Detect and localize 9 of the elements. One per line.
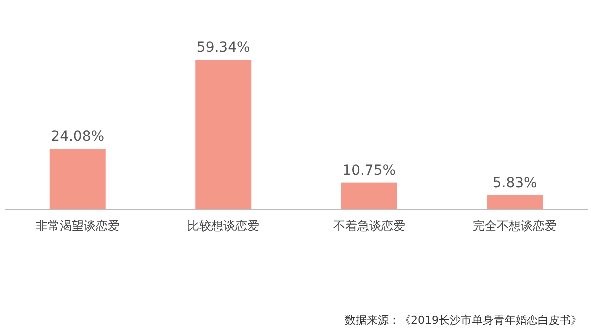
data-label: 59.34% — [196, 40, 250, 56]
x-tick-label: 非常渴望谈恋爱 — [36, 219, 120, 233]
x-tick-label: 比较想谈恋爱 — [188, 219, 260, 233]
data-label: 10.75% — [342, 162, 396, 179]
x-tick-label: 完全不想谈恋爱 — [473, 219, 558, 233]
x-tick-label: 不着急谈恋爱 — [333, 219, 406, 233]
data-label: 5.83% — [492, 175, 538, 192]
source-note: 数据来源：《2019长沙市单身青年婚恋白皮书》 — [345, 314, 582, 327]
data-label: 24.08% — [51, 129, 105, 146]
